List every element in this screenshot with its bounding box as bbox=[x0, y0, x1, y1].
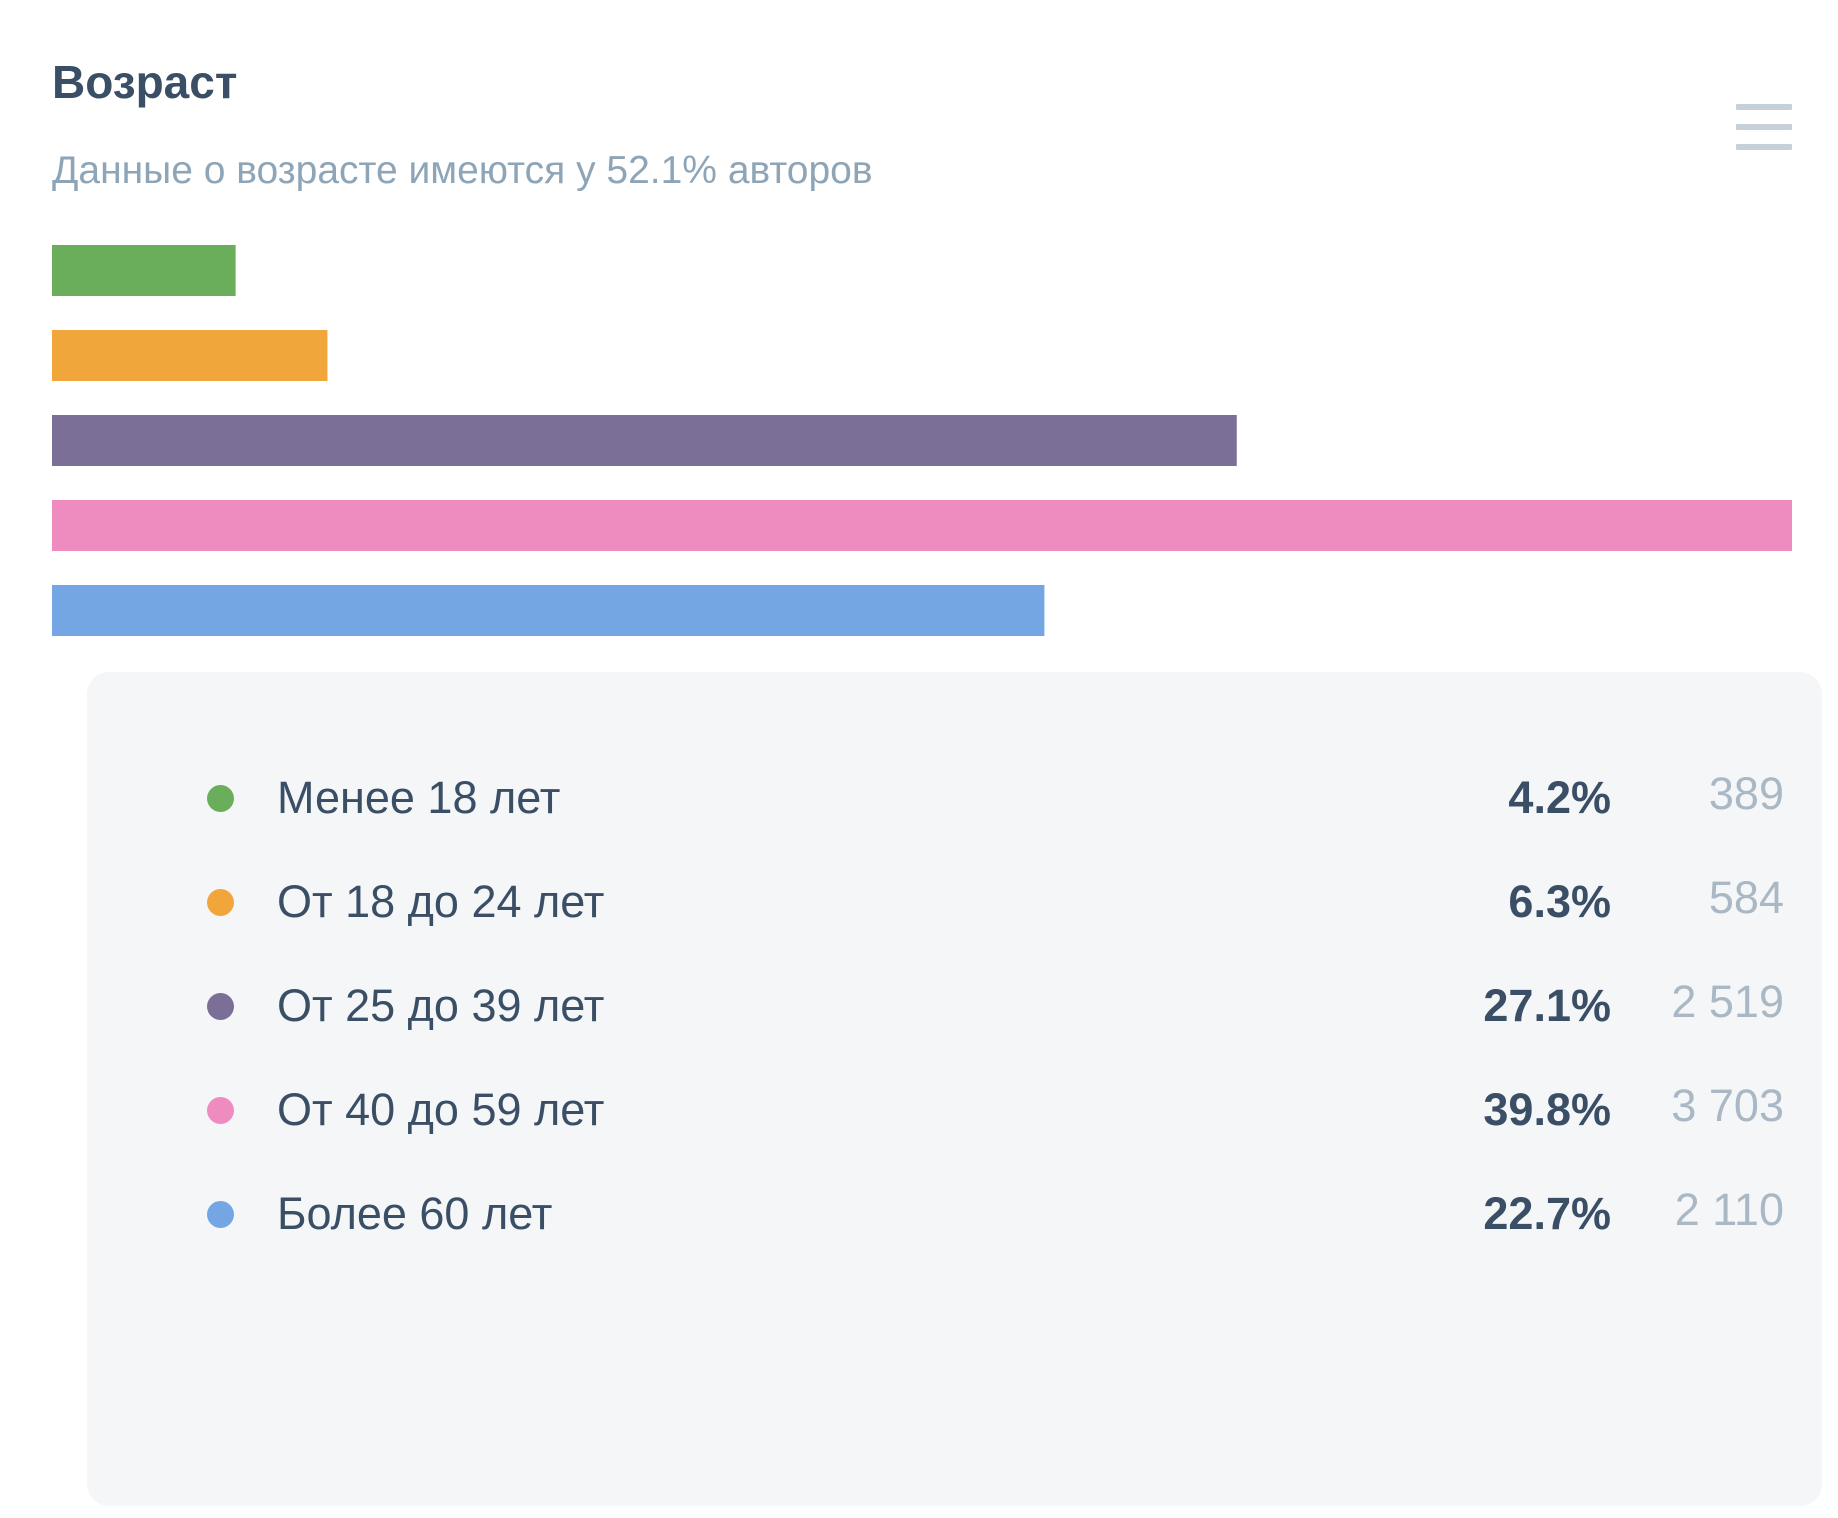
legend-count: 389 bbox=[1708, 768, 1784, 819]
legend-item-25-39[interactable]: От 25 до 39 лет 27.1% 2 519 bbox=[87, 976, 1822, 1036]
bar-1[interactable] bbox=[52, 245, 236, 296]
legend-dot bbox=[207, 1097, 234, 1124]
legend-label: От 18 до 24 лет bbox=[277, 876, 605, 927]
chart-subtitle: Данные о возрасте имеются у 52.1% авторо… bbox=[52, 149, 873, 192]
legend-item-40-59[interactable]: От 40 до 59 лет 39.8% 3 703 bbox=[87, 1080, 1822, 1140]
legend-percent: 6.3% bbox=[1508, 876, 1611, 927]
bar-chart bbox=[52, 245, 1792, 636]
legend-count: 2 519 bbox=[1671, 976, 1784, 1027]
legend-label: От 40 до 59 лет bbox=[277, 1084, 605, 1135]
legend-panel: Менее 18 лет 4.2% 389 От 18 до 24 лет 6.… bbox=[87, 672, 1822, 1506]
legend-percent: 27.1% bbox=[1483, 980, 1611, 1031]
menu-line bbox=[1736, 124, 1792, 130]
legend-label: Более 60 лет bbox=[277, 1188, 553, 1239]
legend-percent: 39.8% bbox=[1483, 1084, 1611, 1135]
bar-5[interactable] bbox=[52, 585, 1045, 636]
legend-dot bbox=[207, 889, 234, 916]
legend-item-18-24[interactable]: От 18 до 24 лет 6.3% 584 bbox=[87, 872, 1822, 932]
menu-line bbox=[1736, 104, 1792, 110]
legend-dot bbox=[207, 993, 234, 1020]
legend-percent: 4.2% bbox=[1508, 772, 1611, 823]
chart-title: Возраст bbox=[52, 56, 238, 108]
legend-count: 3 703 bbox=[1671, 1080, 1784, 1131]
menu-line bbox=[1736, 144, 1792, 150]
legend-dot bbox=[207, 1201, 234, 1228]
legend-count: 2 110 bbox=[1674, 1184, 1784, 1235]
legend-percent: 22.7% bbox=[1483, 1188, 1611, 1239]
hamburger-icon[interactable] bbox=[1728, 96, 1802, 158]
legend-item-over-60[interactable]: Более 60 лет 22.7% 2 110 bbox=[87, 1184, 1822, 1244]
bar-4[interactable] bbox=[52, 500, 1792, 551]
legend-count: 584 bbox=[1708, 872, 1784, 923]
bar-2[interactable] bbox=[52, 330, 328, 381]
bar-3[interactable] bbox=[52, 415, 1237, 466]
legend-label: Менее 18 лет bbox=[277, 772, 561, 823]
legend-dot bbox=[207, 785, 234, 812]
legend-item-under-18[interactable]: Менее 18 лет 4.2% 389 bbox=[87, 768, 1822, 828]
legend-label: От 25 до 39 лет bbox=[277, 980, 605, 1031]
